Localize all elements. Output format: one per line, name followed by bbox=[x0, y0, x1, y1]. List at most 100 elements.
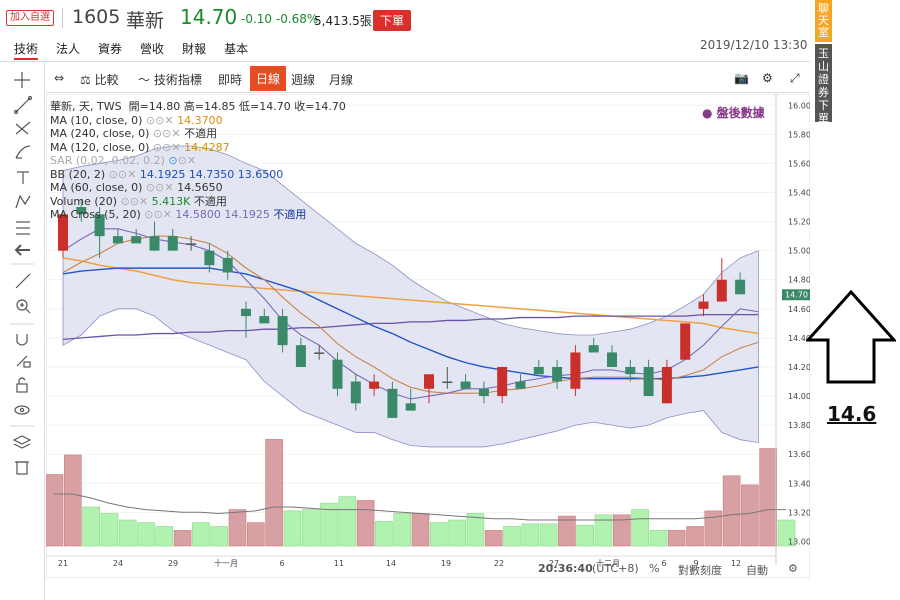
eye-icon[interactable] bbox=[14, 405, 30, 415]
add-watchlist-button[interactable]: 加入自選 bbox=[6, 10, 54, 26]
interval-weekly[interactable]: 週線 bbox=[291, 73, 316, 87]
fib-tool-icon[interactable] bbox=[15, 121, 31, 135]
candle-body bbox=[442, 381, 453, 384]
legend-ma60[interactable]: MA (60, close, 0) ⊙⊙✕ 14.5650 bbox=[50, 181, 223, 194]
legend-volume-value2: 不適用 bbox=[193, 194, 227, 208]
volume-bar bbox=[356, 500, 375, 547]
volume-bar bbox=[118, 519, 137, 547]
divider bbox=[62, 8, 63, 28]
volume-bar bbox=[301, 509, 320, 547]
volume-bar bbox=[484, 530, 503, 547]
legend-ma10[interactable]: MA (10, close, 0) ⊙⊙✕ 14.3700 bbox=[50, 113, 223, 127]
volume-bar bbox=[63, 454, 82, 547]
price-chart[interactable]: 13.00 13.20 13.40 13.60 13.80 14.00 14.20 14.40… bbox=[46, 94, 810, 578]
interval-daily[interactable]: 日線 bbox=[250, 66, 287, 91]
legend-macross-label: MA Cross (5, 20) bbox=[50, 208, 141, 221]
ma10-line bbox=[62, 235, 759, 394]
legend-ma10-label: MA (10, close, 0) bbox=[50, 113, 143, 127]
timezone-label[interactable]: (UTC+8) bbox=[592, 562, 639, 575]
y-tick-label: 16.00 bbox=[788, 101, 810, 110]
fullscreen-icon[interactable]: ⤢ bbox=[790, 71, 800, 85]
legend-ma240-value: 不適用 bbox=[184, 127, 218, 140]
tab-financials[interactable]: 財報 bbox=[182, 42, 207, 56]
x-tick-label: 29 bbox=[168, 559, 178, 568]
interval-monthly[interactable]: 月線 bbox=[329, 73, 354, 87]
volume-bar bbox=[228, 509, 247, 547]
compare-button[interactable]: ⚖ 比較 bbox=[80, 71, 119, 88]
legend-bb-label: BB (20, 2) bbox=[50, 167, 106, 181]
measure-tool-icon[interactable] bbox=[16, 221, 30, 235]
price-axis: 13.00 13.20 13.40 13.60 13.80 14.00 14.20 14.40… bbox=[775, 94, 810, 564]
y-tick-label: 14.20 bbox=[788, 363, 810, 372]
x-tick-label: 十一月 bbox=[214, 558, 238, 568]
legend-sar[interactable]: SAR (0.02, 0.02, 0.2) ⊙⊙✕ bbox=[50, 154, 197, 167]
compare-icon: ⚖ bbox=[80, 73, 91, 87]
legend-volume[interactable]: Volume (20) ⊙⊙✕ 5.413K 不適用 bbox=[50, 194, 227, 208]
back-arrow-icon[interactable] bbox=[14, 244, 30, 256]
volume-bar bbox=[576, 524, 595, 547]
legend-macross[interactable]: MA Cross (5, 20) ⊙⊙✕ 14.5800 14.1925 不適用 bbox=[50, 208, 307, 221]
camera-icon[interactable]: 📷 bbox=[734, 71, 749, 85]
order-button[interactable]: 下單 bbox=[373, 10, 412, 31]
percent-toggle[interactable]: % bbox=[649, 562, 660, 575]
volume-bar bbox=[539, 523, 558, 547]
pattern-tool-icon[interactable] bbox=[15, 194, 31, 209]
volume-bar bbox=[265, 439, 283, 547]
legend-ma60-label: MA (60, close, 0) bbox=[50, 181, 143, 194]
candle-body bbox=[607, 352, 617, 367]
symbol-selector-icon[interactable]: ⇔ bbox=[54, 71, 65, 85]
legend-symbol-label: 華新, 天, TWS bbox=[50, 100, 122, 113]
y-tick-label: 13.20 bbox=[788, 508, 810, 517]
interval-realtime[interactable]: 即時 bbox=[218, 73, 243, 87]
legend-ma120[interactable]: MA (120, close, 0) ⊙⊙✕ 14.4287 bbox=[50, 140, 230, 154]
candle-body bbox=[405, 403, 416, 411]
tab-basic[interactable]: 基本 bbox=[224, 42, 249, 56]
legend-bb-value: 14.1925 14.7350 13.6500 bbox=[139, 167, 284, 181]
volume-bar bbox=[649, 530, 668, 547]
drawing-toolbar bbox=[0, 62, 45, 600]
candle-body bbox=[295, 345, 306, 367]
lock-icon[interactable] bbox=[16, 377, 28, 393]
text-tool-icon[interactable] bbox=[17, 171, 29, 184]
quote-datetime: 2019/12/10 13:30 bbox=[700, 38, 808, 52]
chart-status-bar: 20:36:40 (UTC+8) % 對數刻度 自動 ⚙ bbox=[46, 560, 810, 578]
tab-institutional[interactable]: 法人 bbox=[56, 42, 81, 56]
x-tick-label: 9 bbox=[693, 559, 698, 568]
indicators-button[interactable]: 〜 技術指標 bbox=[138, 71, 202, 88]
candle-body bbox=[570, 352, 581, 389]
candle-body bbox=[515, 381, 526, 389]
tab-margin[interactable]: 資券 bbox=[98, 42, 123, 56]
y-tick-label: 14.40 bbox=[788, 334, 810, 343]
legend-bb[interactable]: BB (20, 2) ⊙⊙✕ 14.1925 14.7350 13.6500 bbox=[50, 167, 284, 181]
settings-gear-icon[interactable]: ⚙ bbox=[788, 562, 798, 575]
magnet-icon[interactable] bbox=[16, 334, 28, 346]
y-tick-label: 15.60 bbox=[788, 159, 810, 168]
clock-time: 20:36:40 bbox=[538, 562, 593, 575]
crosshair-icon[interactable] bbox=[14, 72, 30, 88]
chat-room-button[interactable]: 聊天室 bbox=[815, 0, 832, 42]
zoom-in-icon[interactable] bbox=[16, 299, 31, 314]
volume-bar bbox=[777, 519, 796, 547]
tab-revenue[interactable]: 營收 bbox=[140, 42, 165, 56]
gear-icon[interactable]: ⚙ bbox=[762, 71, 773, 85]
volume-bar bbox=[503, 526, 521, 547]
candle-body bbox=[76, 207, 87, 215]
divider bbox=[0, 61, 810, 62]
legend-ma240[interactable]: MA (240, close, 0) ⊙⊙✕ 不適用 bbox=[50, 127, 218, 140]
legend-ma120-label: MA (120, close, 0) bbox=[50, 140, 150, 154]
broker-order-button[interactable]: 玉山證券下單 bbox=[815, 44, 832, 125]
brush-icon[interactable] bbox=[15, 145, 31, 159]
auto-scale-toggle[interactable]: 自動 bbox=[746, 564, 768, 577]
after-hours-toggle[interactable]: ● 盤後數據 bbox=[702, 106, 765, 120]
trend-line-icon[interactable] bbox=[13, 95, 33, 115]
log-scale-toggle[interactable]: 對數刻度 bbox=[678, 564, 722, 577]
up-arrow-annotation bbox=[806, 289, 896, 384]
layers-icon[interactable] bbox=[12, 435, 32, 449]
ruler-icon[interactable] bbox=[15, 273, 31, 289]
x-tick-label: 12 bbox=[731, 559, 741, 568]
candle-body bbox=[643, 366, 654, 397]
tab-technical[interactable]: 技術 bbox=[14, 40, 39, 60]
trash-icon[interactable] bbox=[15, 461, 29, 475]
candle-body bbox=[314, 352, 325, 354]
pencil-lock-icon[interactable] bbox=[16, 355, 31, 368]
